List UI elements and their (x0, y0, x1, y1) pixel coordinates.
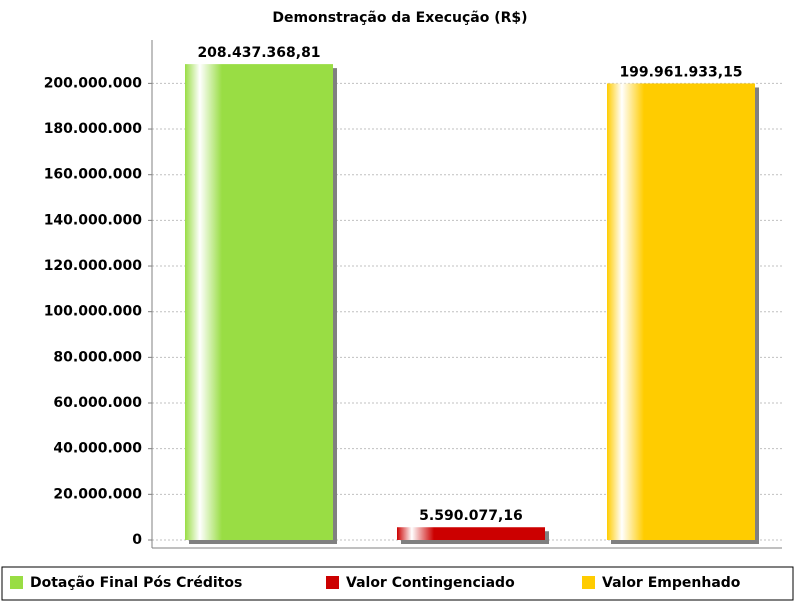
legend-swatch (582, 576, 595, 589)
bar (607, 83, 755, 540)
y-tick-label: 200.000.000 (44, 75, 143, 91)
legend-swatch (326, 576, 339, 589)
bar (397, 527, 545, 540)
value-label: 208.437.368,81 (197, 45, 320, 61)
y-tick-label: 120.000.000 (44, 258, 143, 274)
legend-swatch (10, 576, 23, 589)
value-label: 199.961.933,15 (619, 64, 742, 80)
bar (185, 64, 333, 540)
y-tick-label: 60.000.000 (53, 395, 142, 411)
legend-label: Valor Empenhado (602, 575, 741, 591)
legend-box (1, 566, 794, 601)
chart-title: Demonstração da Execução (R$) (272, 10, 527, 26)
y-tick-label: 100.000.000 (44, 304, 143, 320)
y-tick-label: 80.000.000 (53, 349, 142, 365)
y-tick-label: 160.000.000 (44, 167, 143, 183)
y-tick-label: 180.000.000 (44, 121, 143, 137)
y-tick-label: 20.000.000 (53, 486, 142, 502)
value-label: 5.590.077,16 (419, 508, 523, 524)
legend-label: Dotação Final Pós Créditos (30, 575, 242, 591)
y-tick-label: 140.000.000 (44, 212, 143, 228)
y-tick-label: 0 (132, 532, 142, 548)
y-tick-label: 40.000.000 (53, 441, 142, 457)
legend-label: Valor Contingenciado (346, 575, 515, 591)
